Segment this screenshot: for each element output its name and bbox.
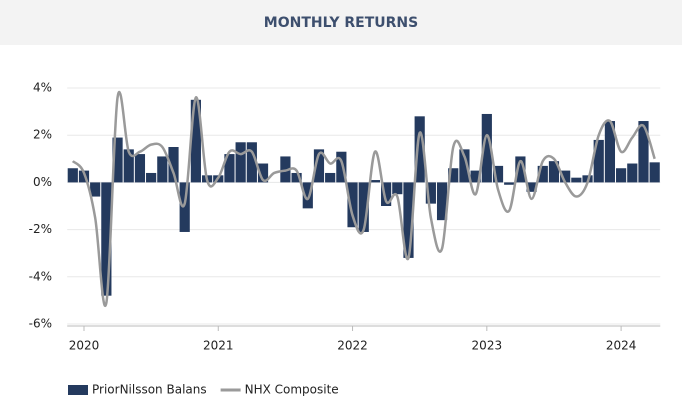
bar <box>291 172 302 183</box>
bar <box>548 161 560 183</box>
bar <box>146 172 157 183</box>
x-tick-label: 2020 <box>69 339 100 353</box>
bar <box>67 168 78 183</box>
bar <box>392 182 403 195</box>
bar <box>470 170 481 183</box>
bar <box>157 156 168 183</box>
bar <box>224 154 235 183</box>
bar <box>101 182 112 296</box>
y-tick-label: 4% <box>33 81 52 95</box>
bar <box>526 182 537 192</box>
bar <box>190 99 201 183</box>
y-tick-label: 2% <box>33 128 52 142</box>
bar <box>246 142 257 183</box>
bar <box>593 139 604 183</box>
bar <box>369 180 381 183</box>
bar <box>425 182 436 204</box>
bar <box>492 165 504 183</box>
bar <box>616 168 627 183</box>
bar <box>179 182 190 232</box>
bar <box>112 137 123 183</box>
header <box>0 0 682 45</box>
legend-label: PriorNilsson Balans <box>92 383 207 397</box>
y-tick-label: 0% <box>33 175 52 189</box>
legend-swatch <box>68 385 88 395</box>
bar <box>481 113 492 183</box>
bar <box>347 182 358 228</box>
bar <box>325 172 336 183</box>
bar <box>381 182 392 206</box>
x-tick-label: 2024 <box>606 339 637 353</box>
bar <box>604 121 616 183</box>
bar <box>504 182 515 185</box>
bar <box>448 168 459 183</box>
bar <box>313 149 325 183</box>
y-tick-label: -2% <box>29 222 52 236</box>
bar <box>459 149 470 183</box>
y-tick-label: -6% <box>29 317 52 331</box>
bar <box>302 182 313 209</box>
x-tick-label: 2023 <box>472 339 503 353</box>
bar <box>537 165 548 183</box>
x-tick-label: 2021 <box>203 339 234 353</box>
line-series <box>71 90 656 307</box>
bar <box>515 156 526 183</box>
bar <box>627 163 638 183</box>
bar <box>560 170 571 183</box>
bar <box>436 182 448 221</box>
legend-label: NHX Composite <box>245 383 339 397</box>
chart-title: MONTHLY RETURNS <box>264 15 418 31</box>
bar <box>649 162 660 183</box>
bar <box>90 182 101 197</box>
bar <box>235 142 246 183</box>
bar <box>168 147 179 183</box>
bar <box>358 182 369 232</box>
y-tick-label: -4% <box>29 269 52 283</box>
bar <box>257 163 269 183</box>
bar <box>571 177 582 183</box>
bar <box>414 116 425 183</box>
bar <box>403 182 414 258</box>
x-tick-label: 2022 <box>337 339 368 353</box>
bar <box>336 151 347 183</box>
bar <box>123 149 134 183</box>
bar <box>134 154 146 183</box>
bar <box>638 121 649 183</box>
